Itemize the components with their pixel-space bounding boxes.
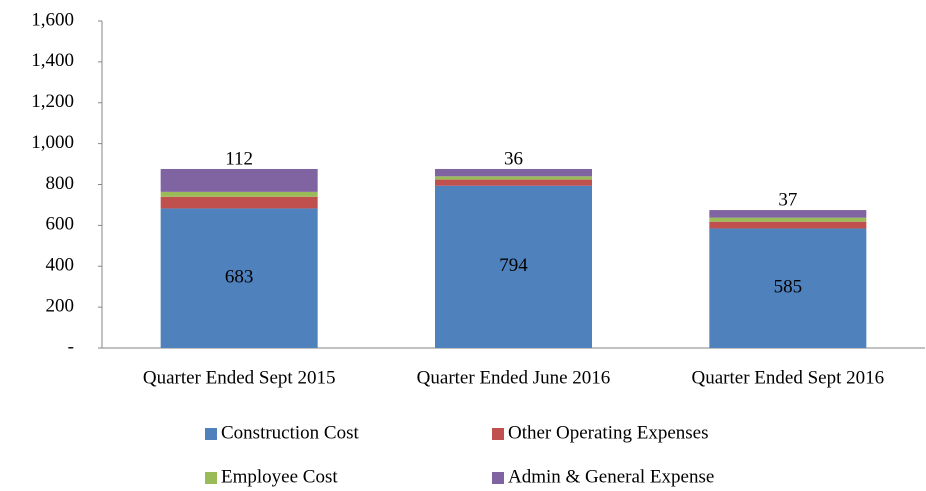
y-tick-label: 200 (46, 295, 75, 316)
bar-segment (160, 196, 318, 209)
legend-swatch (205, 428, 217, 440)
bar-segment (435, 168, 592, 177)
data-label: 36 (504, 148, 523, 169)
legend-label: Employee Cost (221, 466, 338, 487)
bar-segment (160, 168, 318, 192)
data-label: 585 (774, 277, 803, 298)
data-label: 683 (225, 267, 254, 288)
bar-segment (160, 208, 318, 348)
y-tick-label: 400 (46, 255, 75, 276)
legend-label: Other Operating Expenses (508, 422, 709, 443)
bar-segment (435, 179, 592, 186)
x-tick-label: Quarter Ended June 2016 (417, 367, 611, 388)
y-tick-label: 1,600 (31, 9, 74, 30)
legend-swatch (492, 472, 504, 484)
bar-segment (709, 228, 867, 348)
bar-segment (435, 185, 592, 348)
legend-swatch (205, 472, 217, 484)
bar-segment (709, 221, 867, 229)
data-label: 794 (499, 255, 528, 276)
x-tick-label: Quarter Ended Sept 2015 (143, 367, 336, 388)
y-tick-label: 800 (46, 173, 75, 194)
y-tick-label: - (68, 336, 74, 357)
legend-label: Construction Cost (221, 422, 359, 443)
legend-label: Admin & General Expense (508, 466, 714, 487)
bar-segment (709, 217, 867, 222)
legend-swatch (492, 428, 504, 440)
y-tick-label: 600 (46, 214, 75, 235)
bar-segment (709, 210, 867, 218)
y-tick-label: 1,400 (31, 50, 74, 71)
y-tick-label: 1,200 (31, 91, 74, 112)
data-label: 37 (778, 189, 797, 210)
data-label: 112 (225, 148, 253, 169)
x-tick-label: Quarter Ended Sept 2016 (692, 367, 885, 388)
y-tick-label: 1,000 (31, 132, 74, 153)
bar-segment (160, 191, 318, 197)
bar-segment (435, 176, 592, 180)
